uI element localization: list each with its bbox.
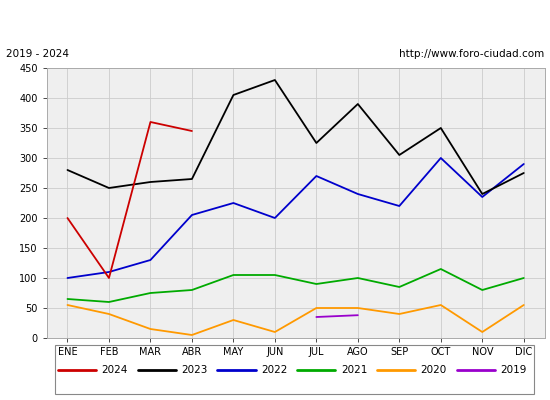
Text: 2024: 2024 [102, 365, 128, 375]
Text: 2023: 2023 [182, 365, 208, 375]
Text: 2022: 2022 [261, 365, 288, 375]
Text: Evolucion Nº Turistas Extranjeros en el municipio de Viver i Serrateix: Evolucion Nº Turistas Extranjeros en el … [32, 14, 518, 28]
Text: 2019: 2019 [500, 365, 527, 375]
Text: 2019 - 2024: 2019 - 2024 [6, 49, 69, 59]
Text: 2020: 2020 [421, 365, 447, 375]
Text: http://www.foro-ciudad.com: http://www.foro-ciudad.com [399, 49, 544, 59]
Text: 2021: 2021 [341, 365, 367, 375]
